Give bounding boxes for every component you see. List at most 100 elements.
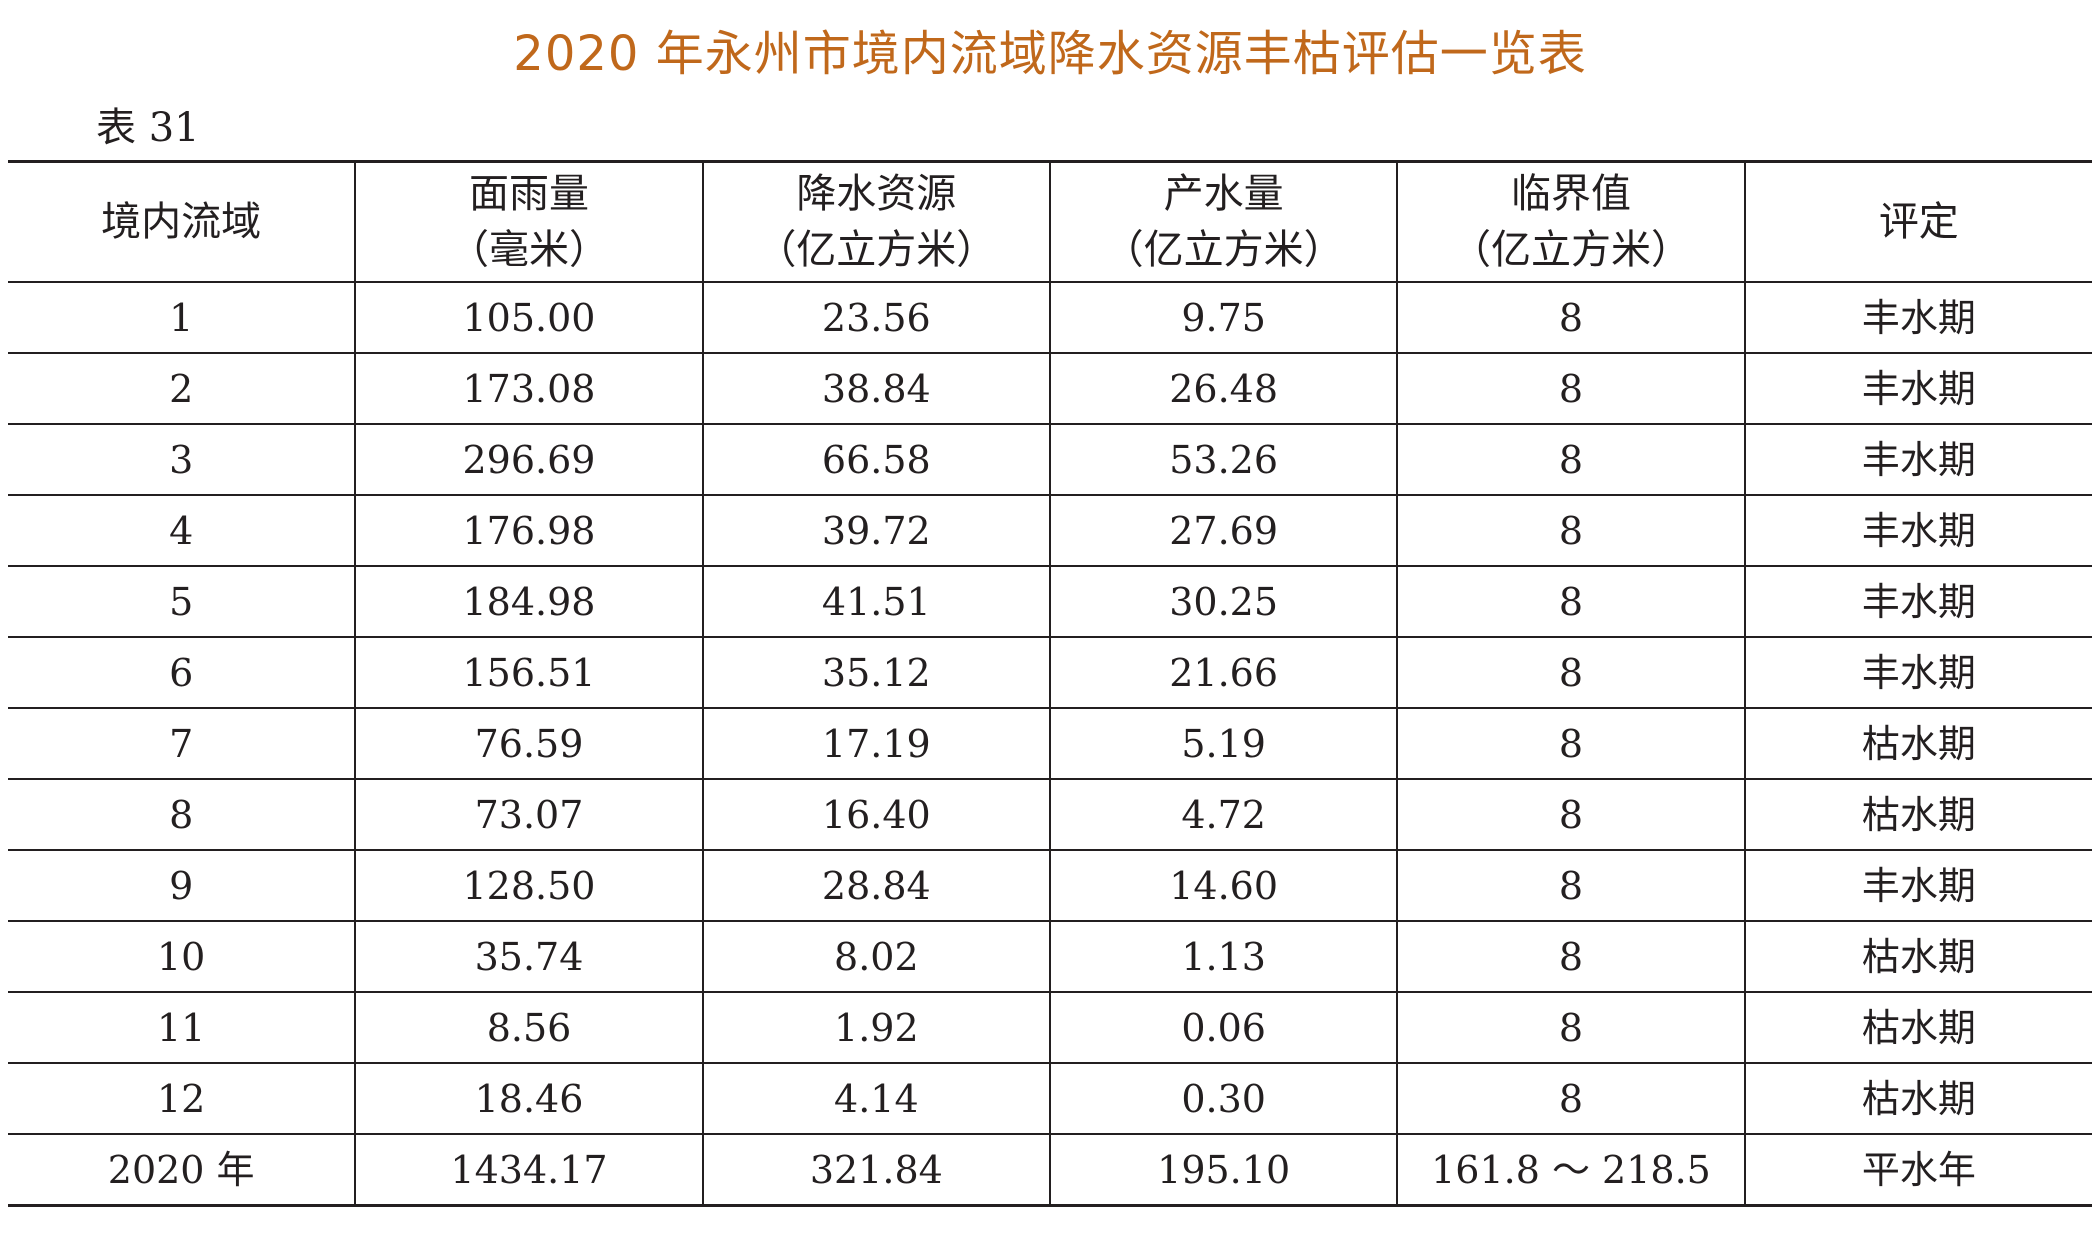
table-cell: 1 xyxy=(8,281,356,353)
table-header: 境内流域 面雨量 （毫米） 降水资源 （亿立方米） 产水量 （亿立方米） 临界值 （亿立方米） 评… xyxy=(8,160,2092,282)
table-cell: 18.46 xyxy=(354,1062,703,1134)
table-cell: 6 xyxy=(8,636,356,708)
table-cell: 26.48 xyxy=(1048,352,1398,424)
table-cell: 枯水期 xyxy=(1743,707,2092,779)
table-cell: 8 xyxy=(1396,494,1745,566)
table-cell: 66.58 xyxy=(701,423,1050,495)
column-header: 评定 xyxy=(1743,160,2092,282)
table-cell: 枯水期 xyxy=(1743,778,2092,850)
table-row: 5 184.98 41.51 30.25 8 丰水期 xyxy=(8,565,2092,637)
table-cell: 23.56 xyxy=(701,281,1050,353)
table-row: 4 176.98 39.72 27.69 8 丰水期 xyxy=(8,494,2092,566)
table-cell: 128.50 xyxy=(354,849,703,921)
column-header-name: 降水资源 xyxy=(796,171,957,217)
column-header: 临界值 （亿立方米） xyxy=(1396,160,1745,282)
column-header-unit: （毫米） xyxy=(448,227,609,273)
column-header: 境内流域 xyxy=(8,160,356,282)
table-cell: 10 xyxy=(8,920,356,992)
table-cell: 8 xyxy=(1396,281,1745,353)
table-cell: 28.84 xyxy=(701,849,1050,921)
table-cell: 丰水期 xyxy=(1743,281,2092,353)
table-row: 9 128.50 28.84 14.60 8 丰水期 xyxy=(8,849,2092,921)
column-header-unit: （亿立方米） xyxy=(756,227,997,273)
table-cell: 16.40 xyxy=(701,778,1050,850)
column-header-unit: （亿立方米） xyxy=(1450,227,1691,273)
table-cell: 156.51 xyxy=(354,636,703,708)
table-row: 6 156.51 35.12 21.66 8 丰水期 xyxy=(8,636,2092,708)
table-cell: 0.06 xyxy=(1048,991,1398,1063)
table-cell: 296.69 xyxy=(354,423,703,495)
header-row: 境内流域 面雨量 （毫米） 降水资源 （亿立方米） 产水量 （亿立方米） 临界值 （亿立方米） 评… xyxy=(8,160,2092,282)
table-cell: 12 xyxy=(8,1062,356,1134)
table-row: 3 296.69 66.58 53.26 8 丰水期 xyxy=(8,423,2092,495)
table-cell: 丰水期 xyxy=(1743,565,2092,637)
table-cell: 8 xyxy=(1396,1062,1745,1134)
table-cell: 195.10 xyxy=(1048,1133,1398,1207)
total-row: 2020 年 1434.17 321.84 195.10 161.8 ～ 218.5 平水… xyxy=(8,1133,2092,1207)
table-cell: 76.59 xyxy=(354,707,703,779)
table-cell: 枯水期 xyxy=(1743,991,2092,1063)
table-row: 12 18.46 4.14 0.30 8 枯水期 xyxy=(8,1062,2092,1134)
table-cell: 35.12 xyxy=(701,636,1050,708)
table-row: 10 35.74 8.02 1.13 8 枯水期 xyxy=(8,920,2092,992)
table-cell: 8 xyxy=(1396,707,1745,779)
table-cell: 8.02 xyxy=(701,920,1050,992)
table-cell: 5.19 xyxy=(1048,707,1398,779)
table-cell: 1.13 xyxy=(1048,920,1398,992)
table-cell: 9 xyxy=(8,849,356,921)
column-header: 产水量 （亿立方米） xyxy=(1048,160,1398,282)
column-header-name: 境内流域 xyxy=(101,199,262,245)
table-cell: 27.69 xyxy=(1048,494,1398,566)
table-row: 2 173.08 38.84 26.48 8 丰水期 xyxy=(8,352,2092,424)
table-cell: 7 xyxy=(8,707,356,779)
table-cell: 3 xyxy=(8,423,356,495)
table-cell: 2020 年 xyxy=(8,1133,356,1207)
column-header-name: 临界值 xyxy=(1510,171,1631,217)
table-cell: 8 xyxy=(1396,849,1745,921)
table-cell: 4 xyxy=(8,494,356,566)
table-cell: 14.60 xyxy=(1048,849,1398,921)
column-header-name: 面雨量 xyxy=(468,171,589,217)
table-cell: 53.26 xyxy=(1048,423,1398,495)
table-cell: 8 xyxy=(1396,991,1745,1063)
table-cell: 321.84 xyxy=(701,1133,1050,1207)
table-cell: 丰水期 xyxy=(1743,352,2092,424)
table-row: 8 73.07 16.40 4.72 8 枯水期 xyxy=(8,778,2092,850)
table-row: 1 105.00 23.56 9.75 8 丰水期 xyxy=(8,281,2092,353)
table-cell: 丰水期 xyxy=(1743,494,2092,566)
table-cell: 38.84 xyxy=(701,352,1050,424)
column-header-name: 产水量 xyxy=(1163,171,1284,217)
table-cell: 1434.17 xyxy=(354,1133,703,1207)
table-cell: 枯水期 xyxy=(1743,1062,2092,1134)
table-cell: 176.98 xyxy=(354,494,703,566)
table-label: 表 31 xyxy=(96,105,200,151)
table-cell: 8 xyxy=(1396,778,1745,850)
table-cell: 35.74 xyxy=(354,920,703,992)
table-cell: 2 xyxy=(8,352,356,424)
page-title: 2020 年永州市境内流域降水资源丰枯评估一览表 xyxy=(513,26,1587,82)
table-cell: 8 xyxy=(1396,423,1745,495)
table-cell: 8 xyxy=(8,778,356,850)
column-header-name: 评定 xyxy=(1878,199,1959,245)
table-cell: 4.14 xyxy=(701,1062,1050,1134)
table-cell: 30.25 xyxy=(1048,565,1398,637)
table-row: 11 8.56 1.92 0.06 8 枯水期 xyxy=(8,991,2092,1063)
table-cell: 105.00 xyxy=(354,281,703,353)
data-table: 境内流域 面雨量 （毫米） 降水资源 （亿立方米） 产水量 （亿立方米） 临界值 （亿立方米） 评… xyxy=(8,160,2092,1207)
table-cell: 161.8 ～ 218.5 xyxy=(1396,1133,1745,1207)
column-header: 降水资源 （亿立方米） xyxy=(701,160,1050,282)
table-cell: 1.92 xyxy=(701,991,1050,1063)
table-cell: 8 xyxy=(1396,565,1745,637)
table-cell: 9.75 xyxy=(1048,281,1398,353)
table-cell: 8 xyxy=(1396,920,1745,992)
table-cell: 枯水期 xyxy=(1743,920,2092,992)
column-header: 面雨量 （毫米） xyxy=(354,160,703,282)
table-cell: 17.19 xyxy=(701,707,1050,779)
table-cell: 丰水期 xyxy=(1743,636,2092,708)
table-cell: 8 xyxy=(1396,352,1745,424)
table-cell: 8.56 xyxy=(354,991,703,1063)
table-cell: 8 xyxy=(1396,636,1745,708)
table-cell: 184.98 xyxy=(354,565,703,637)
table-cell: 21.66 xyxy=(1048,636,1398,708)
table-body: 1 105.00 23.56 9.75 8 丰水期 2 173.08 38.84 26.48 8 丰水… xyxy=(8,281,2092,1207)
